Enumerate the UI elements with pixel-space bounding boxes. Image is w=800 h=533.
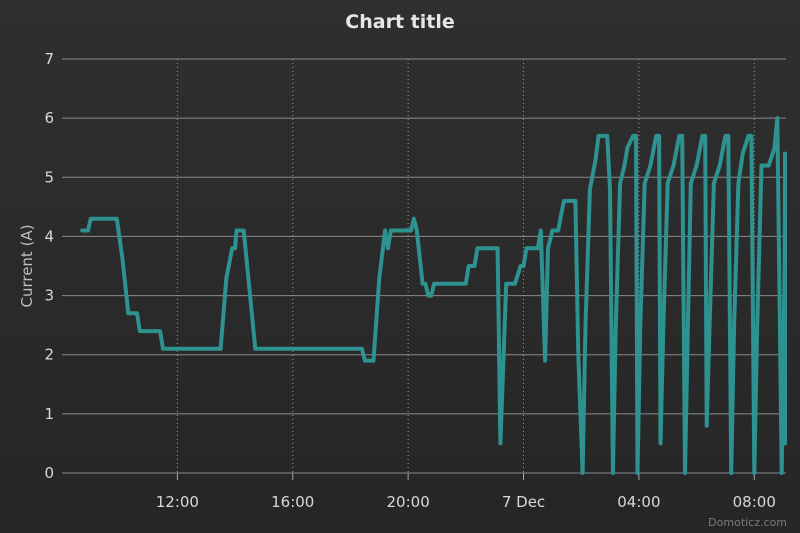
- y-tick-label: 7: [44, 50, 54, 68]
- current-series-line: [80, 116, 787, 475]
- y-axis-ticks: 0 1 2 3 4 5 6 7: [44, 50, 54, 482]
- y-tick-label: 3: [44, 287, 54, 305]
- vertical-gridlines: [176, 59, 755, 473]
- x-tick-label: 20:00: [387, 493, 430, 511]
- x-tick-label: 7 Dec: [502, 493, 545, 511]
- series-group: [80, 116, 787, 475]
- y-tick-label: 4: [44, 227, 54, 245]
- y-tick-label: 1: [44, 405, 54, 423]
- credit-link[interactable]: Domoticz.com: [708, 516, 787, 529]
- y-axis-label: Current (A): [18, 224, 36, 307]
- x-tick-label: 16:00: [271, 493, 314, 511]
- x-tick-label: 04:00: [617, 493, 660, 511]
- chart-title: Chart title: [345, 11, 454, 33]
- y-tick-label: 6: [44, 109, 54, 127]
- horizontal-gridlines: [62, 58, 786, 474]
- x-tick-label: 12:00: [156, 493, 199, 511]
- x-axis-ticks: 12:00 16:00 20:00 7 Dec 04:00 08:00: [156, 473, 776, 511]
- y-tick-label: 5: [44, 168, 54, 186]
- y-tick-label: 0: [44, 464, 54, 482]
- y-tick-label: 2: [44, 346, 54, 364]
- x-tick-label: 08:00: [733, 493, 776, 511]
